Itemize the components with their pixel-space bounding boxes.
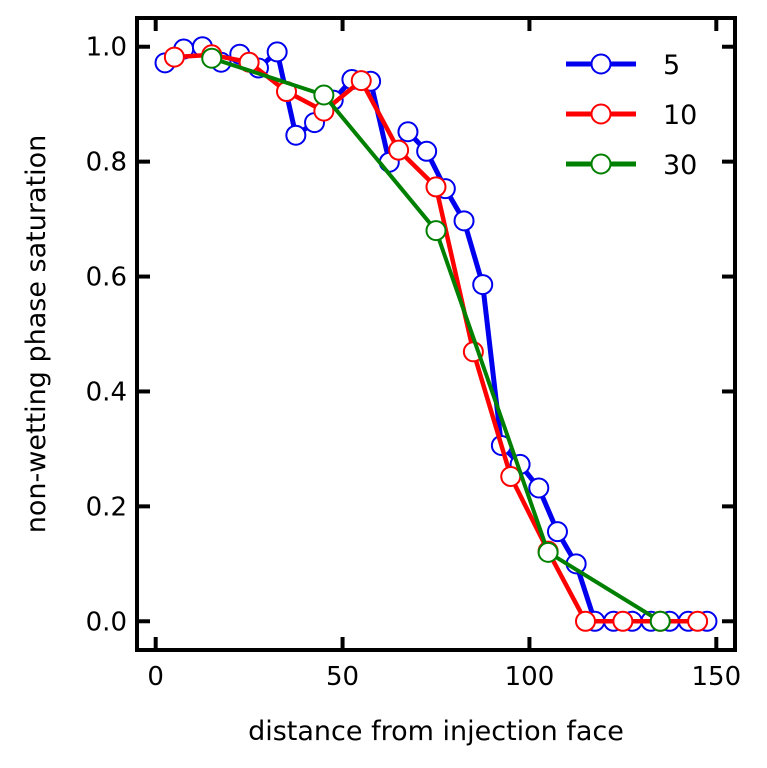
y-tick-label: 0.2 [86, 492, 127, 522]
series-line [211, 56, 662, 623]
legend: 5 10 30 [566, 50, 697, 181]
data-point [313, 84, 335, 106]
plot-frame [135, 16, 737, 652]
series-10 [163, 44, 709, 632]
y-tick-label: 1.0 [86, 33, 127, 63]
legend-entry: 10 [566, 100, 697, 131]
legend-label: 30 [663, 150, 697, 181]
legend-entry: 5 [566, 50, 680, 81]
series-layer [154, 36, 718, 632]
data-point [285, 124, 307, 146]
data-point [649, 610, 671, 632]
y-tick-label: 0.6 [86, 263, 127, 293]
data-point [163, 46, 185, 68]
legend-label: 10 [663, 100, 697, 131]
data-point [425, 176, 447, 198]
data-point [546, 521, 568, 543]
data-point [453, 210, 475, 232]
data-point [350, 70, 372, 92]
y-tick-label: 0.0 [86, 607, 127, 637]
x-axis-title: distance from injection face [248, 716, 624, 747]
x-tick-label: 50 [326, 662, 359, 692]
y-tick-label: 0.4 [86, 377, 127, 407]
data-point [612, 610, 634, 632]
y-tick-label: 0.8 [86, 148, 127, 178]
series-5 [154, 36, 718, 632]
data-point [575, 610, 596, 632]
legend-entry: 30 [566, 150, 697, 181]
series-30 [201, 47, 671, 632]
data-point [201, 47, 223, 69]
data-point [388, 139, 410, 161]
series-line [174, 52, 698, 624]
x-tick-label: 150 [691, 662, 741, 692]
data-point [528, 477, 550, 499]
data-point [266, 41, 288, 63]
y-axis-title: non-wetting phase saturation [21, 135, 52, 533]
data-point [687, 610, 709, 632]
legend-marker [590, 153, 612, 175]
x-tick-label: 100 [505, 662, 555, 692]
data-point [416, 140, 438, 162]
x-tick-label: 0 [147, 662, 164, 692]
legend-marker [590, 53, 612, 75]
ticks-layer: 0 50 100 150 0.0 0.2 0.4 0.6 0.8 1.0 [86, 18, 741, 692]
legend-marker [590, 103, 612, 125]
legend-label: 5 [663, 50, 680, 81]
data-point [397, 121, 419, 143]
data-point [537, 541, 559, 563]
series-line [163, 44, 707, 624]
data-point [472, 274, 494, 296]
data-point [425, 220, 447, 242]
